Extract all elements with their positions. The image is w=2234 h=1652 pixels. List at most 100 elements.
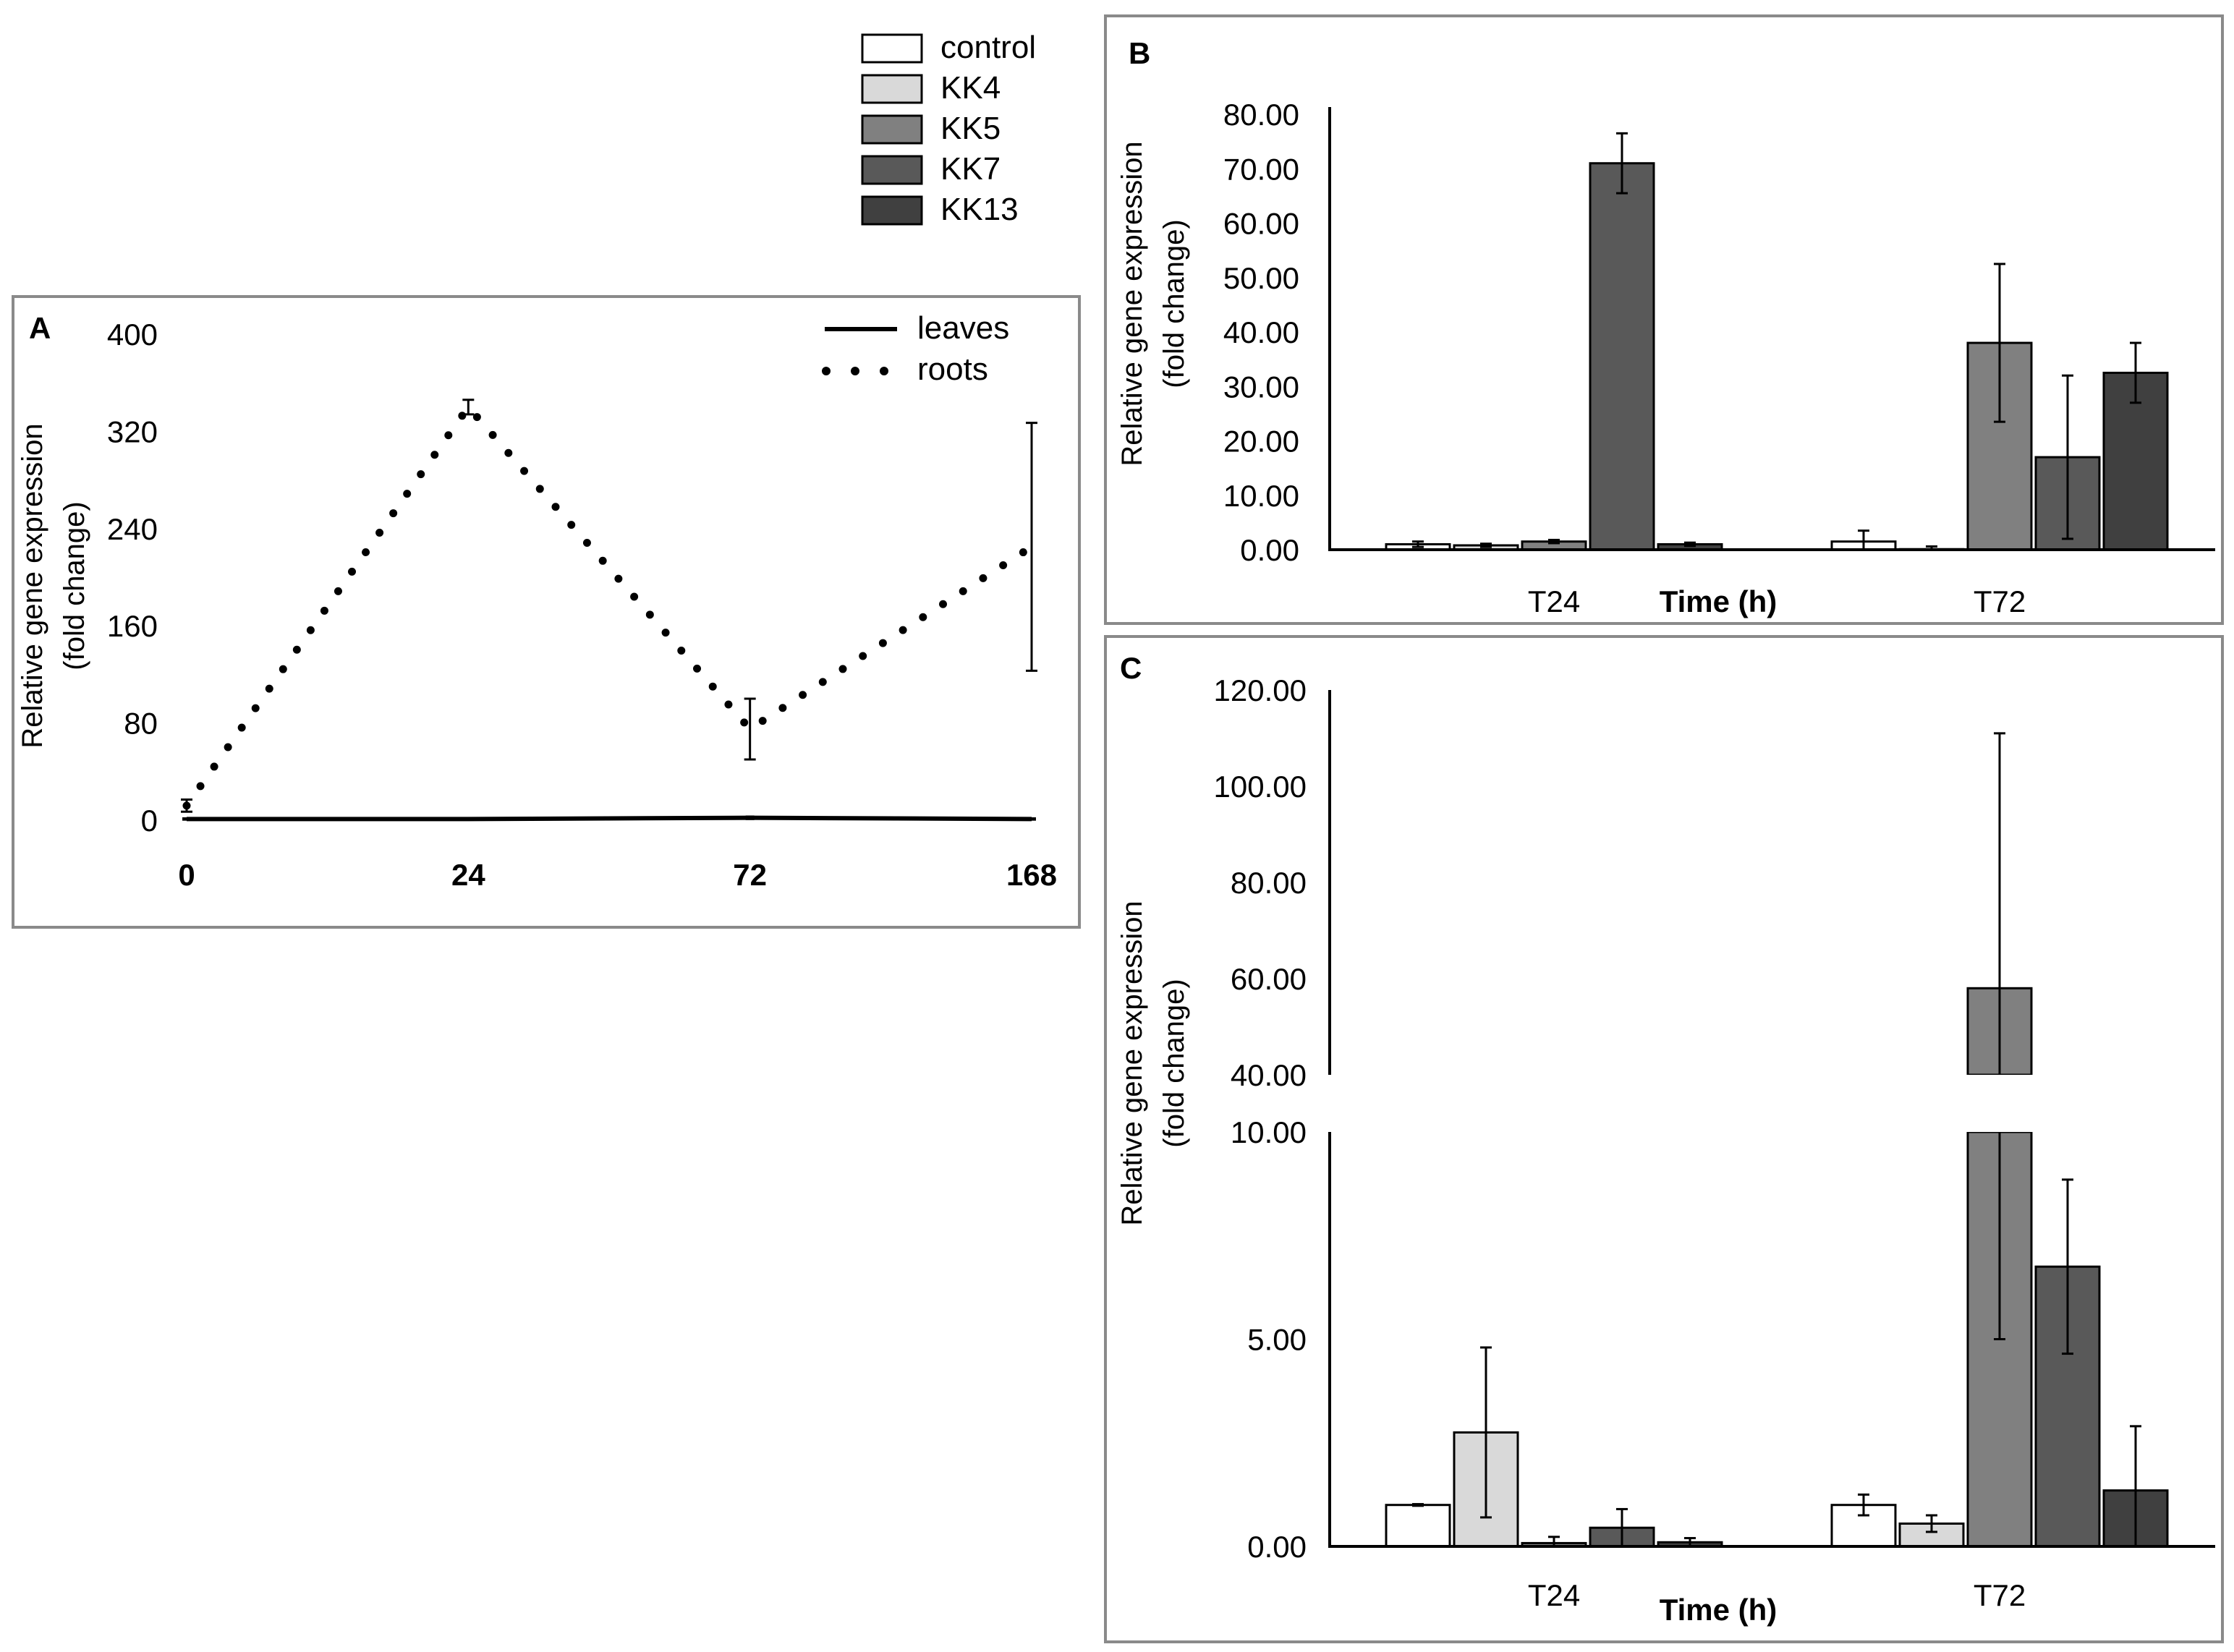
panel-c-error-t24-control [1412, 1503, 1424, 1507]
panel-b-error-t72-kk13 [2130, 341, 2141, 404]
panel-b-error-t24-kk7 [1616, 132, 1628, 195]
series-line-leaves [187, 815, 1032, 822]
panel-a-legend: leaves roots [822, 310, 1009, 387]
roots-error-bar-168 [1026, 422, 1037, 672]
panel-c-bar-t24-control [1385, 1504, 1451, 1548]
legend-label-roots: roots [917, 352, 988, 387]
leaves-error-bar-168 [1027, 817, 1036, 821]
panel-a-x-tick-24: 24 [451, 858, 485, 892]
panel-c-error-t72-kk4 [1926, 1514, 1937, 1533]
panel-c-y-tick-60-00: 60.00 [1231, 962, 1307, 996]
panel-b-y-tick-60-00: 60.00 [1223, 207, 1299, 241]
leaves-error-bar-0 [182, 817, 191, 821]
panel-c: C Relative gene expression (fold change)… [1104, 635, 2224, 1643]
panel-c-x-ticks: T24 T72 [1528, 1578, 2026, 1612]
panel-a-y-ticks: 0 80 160 240 320 400 [107, 318, 158, 838]
legend-swatch-kk13 [861, 195, 923, 226]
legend-item-kk5: KK5 [861, 111, 1001, 146]
panel-b-y-tick-0-00: 0.00 [1240, 533, 1299, 567]
panel-c-plot-area [1324, 690, 2221, 1548]
panel-c-y-tick-40-00: 40.00 [1231, 1058, 1307, 1092]
legend-swatch-kk5 [861, 114, 923, 145]
panel-c-letter: C [1120, 651, 1142, 685]
legend-label-kk4: KK4 [940, 70, 1001, 106]
panel-c-axis-break-gap [1324, 1075, 2221, 1132]
legend-swatch-control [861, 33, 923, 64]
panel-b-x-tick-t24: T24 [1528, 584, 1580, 618]
panel-a-x-tick-168: 168 [1006, 858, 1057, 892]
series-line-roots [182, 400, 1036, 810]
panel-c-y-tick-5-00: 5.00 [1247, 1323, 1307, 1357]
panel-b-y-tick-40-00: 40.00 [1223, 315, 1299, 349]
panel-a-plot-area [181, 399, 1037, 822]
panel-c-error-t72-kk7 [2062, 1178, 2073, 1355]
panel-c-x-tick-t72: T72 [1974, 1578, 2026, 1612]
legend-label-kk13: KK13 [940, 192, 1019, 227]
panel-b-x-axis-label: Time (h) [1660, 584, 1778, 618]
panel-b: B Relative gene expression (fold change)… [1104, 14, 2224, 625]
panel-a-x-ticks: 0 24 72 168 [178, 858, 1057, 892]
panel-a-y-tick-160: 160 [107, 609, 158, 643]
roots-error-bar-72 [744, 697, 756, 761]
panel-c-x-axis-label: Time (h) [1660, 1593, 1778, 1627]
panel-b-error-t72-kk5 [1994, 263, 2005, 423]
panel-b-y-ticks: 0.00 10.00 20.00 30.00 40.00 50.00 60.00 70.00 8… [1223, 98, 1299, 567]
panel-a-x-tick-72: 72 [733, 858, 767, 892]
panel-c-frame [1104, 635, 2224, 1643]
legend-label-leaves: leaves [917, 310, 1009, 346]
panel-a-y-tick-80: 80 [124, 707, 158, 741]
legend-item-kk4: KK4 [861, 70, 1001, 106]
panel-b-y-tick-50-00: 50.00 [1223, 261, 1299, 295]
panel-c-x-tick-t24: T24 [1528, 1578, 1580, 1612]
panel-b-y-tick-30-00: 30.00 [1223, 370, 1299, 404]
panel-b-y-label-line2: (fold change) [1158, 219, 1190, 388]
panel-c-y-tick-100-00: 100.00 [1214, 770, 1307, 804]
panel-b-y-tick-80-00: 80.00 [1223, 98, 1299, 132]
panel-b-error-t24-kk13 [1684, 541, 1696, 548]
legend-swatch-kk4 [861, 74, 923, 104]
panel-b-frame [1104, 14, 2224, 625]
legend-item-control: control [861, 30, 1036, 65]
panel-c-y-label-line2: (fold change) [1158, 979, 1190, 1147]
panel-b-error-t24-kk5 [1548, 538, 1560, 545]
panel-c-y-tick-80-00: 80.00 [1231, 866, 1307, 900]
panel-c-error-t72-control [1858, 1493, 1869, 1517]
panel-b-error-t24-control [1412, 540, 1424, 548]
panel-b-y-axis-label: Relative gene expression (fold change) [1116, 141, 1190, 466]
panel-c-y-ticks: 0.00 5.00 10.00 40.00 60.00 80.00 100.00 120.00 [1214, 673, 1307, 1564]
panel-b-x-tick-t72: T72 [1974, 584, 2026, 618]
panel-b-error-t72-kk7 [2062, 374, 2073, 540]
legend: control KK4 KK5 KK7 KK13 [861, 30, 1036, 227]
panel-a-y-tick-400: 400 [107, 318, 158, 352]
panel-a-y-tick-320: 320 [107, 414, 158, 448]
panel-b-x-ticks: T24 T72 [1528, 584, 2026, 618]
panel-c-y-tick-10-00: 10.00 [1231, 1115, 1307, 1149]
panel-a-x-tick-0: 0 [178, 858, 195, 892]
panel-c-y-label-line1: Relative gene expression [1116, 900, 1148, 1225]
panel-a-frame [12, 295, 1081, 929]
legend-label-control: control [940, 30, 1036, 65]
panel-c-error-t24-kk4 [1480, 1346, 1492, 1519]
panel-c-y-tick-120-00: 120.00 [1214, 673, 1307, 707]
panel-b-y-tick-20-00: 20.00 [1223, 425, 1299, 459]
leaves-error-bar-24 [464, 817, 473, 821]
panel-a-letter: A [29, 311, 51, 345]
panel-b-error-t24-kk4 [1480, 542, 1492, 548]
panel-c-y-tick-0-00: 0.00 [1247, 1530, 1307, 1564]
panel-a-y-tick-240: 240 [107, 512, 158, 546]
panel-c-y-axis-label: Relative gene expression (fold change) [1116, 900, 1190, 1225]
panel-c-error-t72-kk5 [1994, 732, 2005, 1340]
leaves-error-bar-72 [745, 815, 755, 820]
roots-error-bar-0 [181, 798, 192, 813]
panel-b-y-tick-10-00: 10.00 [1223, 479, 1299, 513]
panel-a-y-tick-0: 0 [141, 804, 158, 838]
panel-b-bar-t24-kk7 [1589, 162, 1655, 551]
panel-b-y-tick-70-00: 70.00 [1223, 152, 1299, 186]
legend-item-kk7: KK7 [861, 151, 1001, 187]
panel-a: A Relative gene expression (fold change)… [12, 295, 1081, 929]
panel-a-y-label-line2: (fold change) [59, 501, 90, 670]
panel-a-y-axis-label: Relative gene expression (fold change) [17, 423, 90, 748]
panel-b-plot-area [1328, 107, 2215, 551]
legend-label-kk5: KK5 [940, 111, 1001, 146]
